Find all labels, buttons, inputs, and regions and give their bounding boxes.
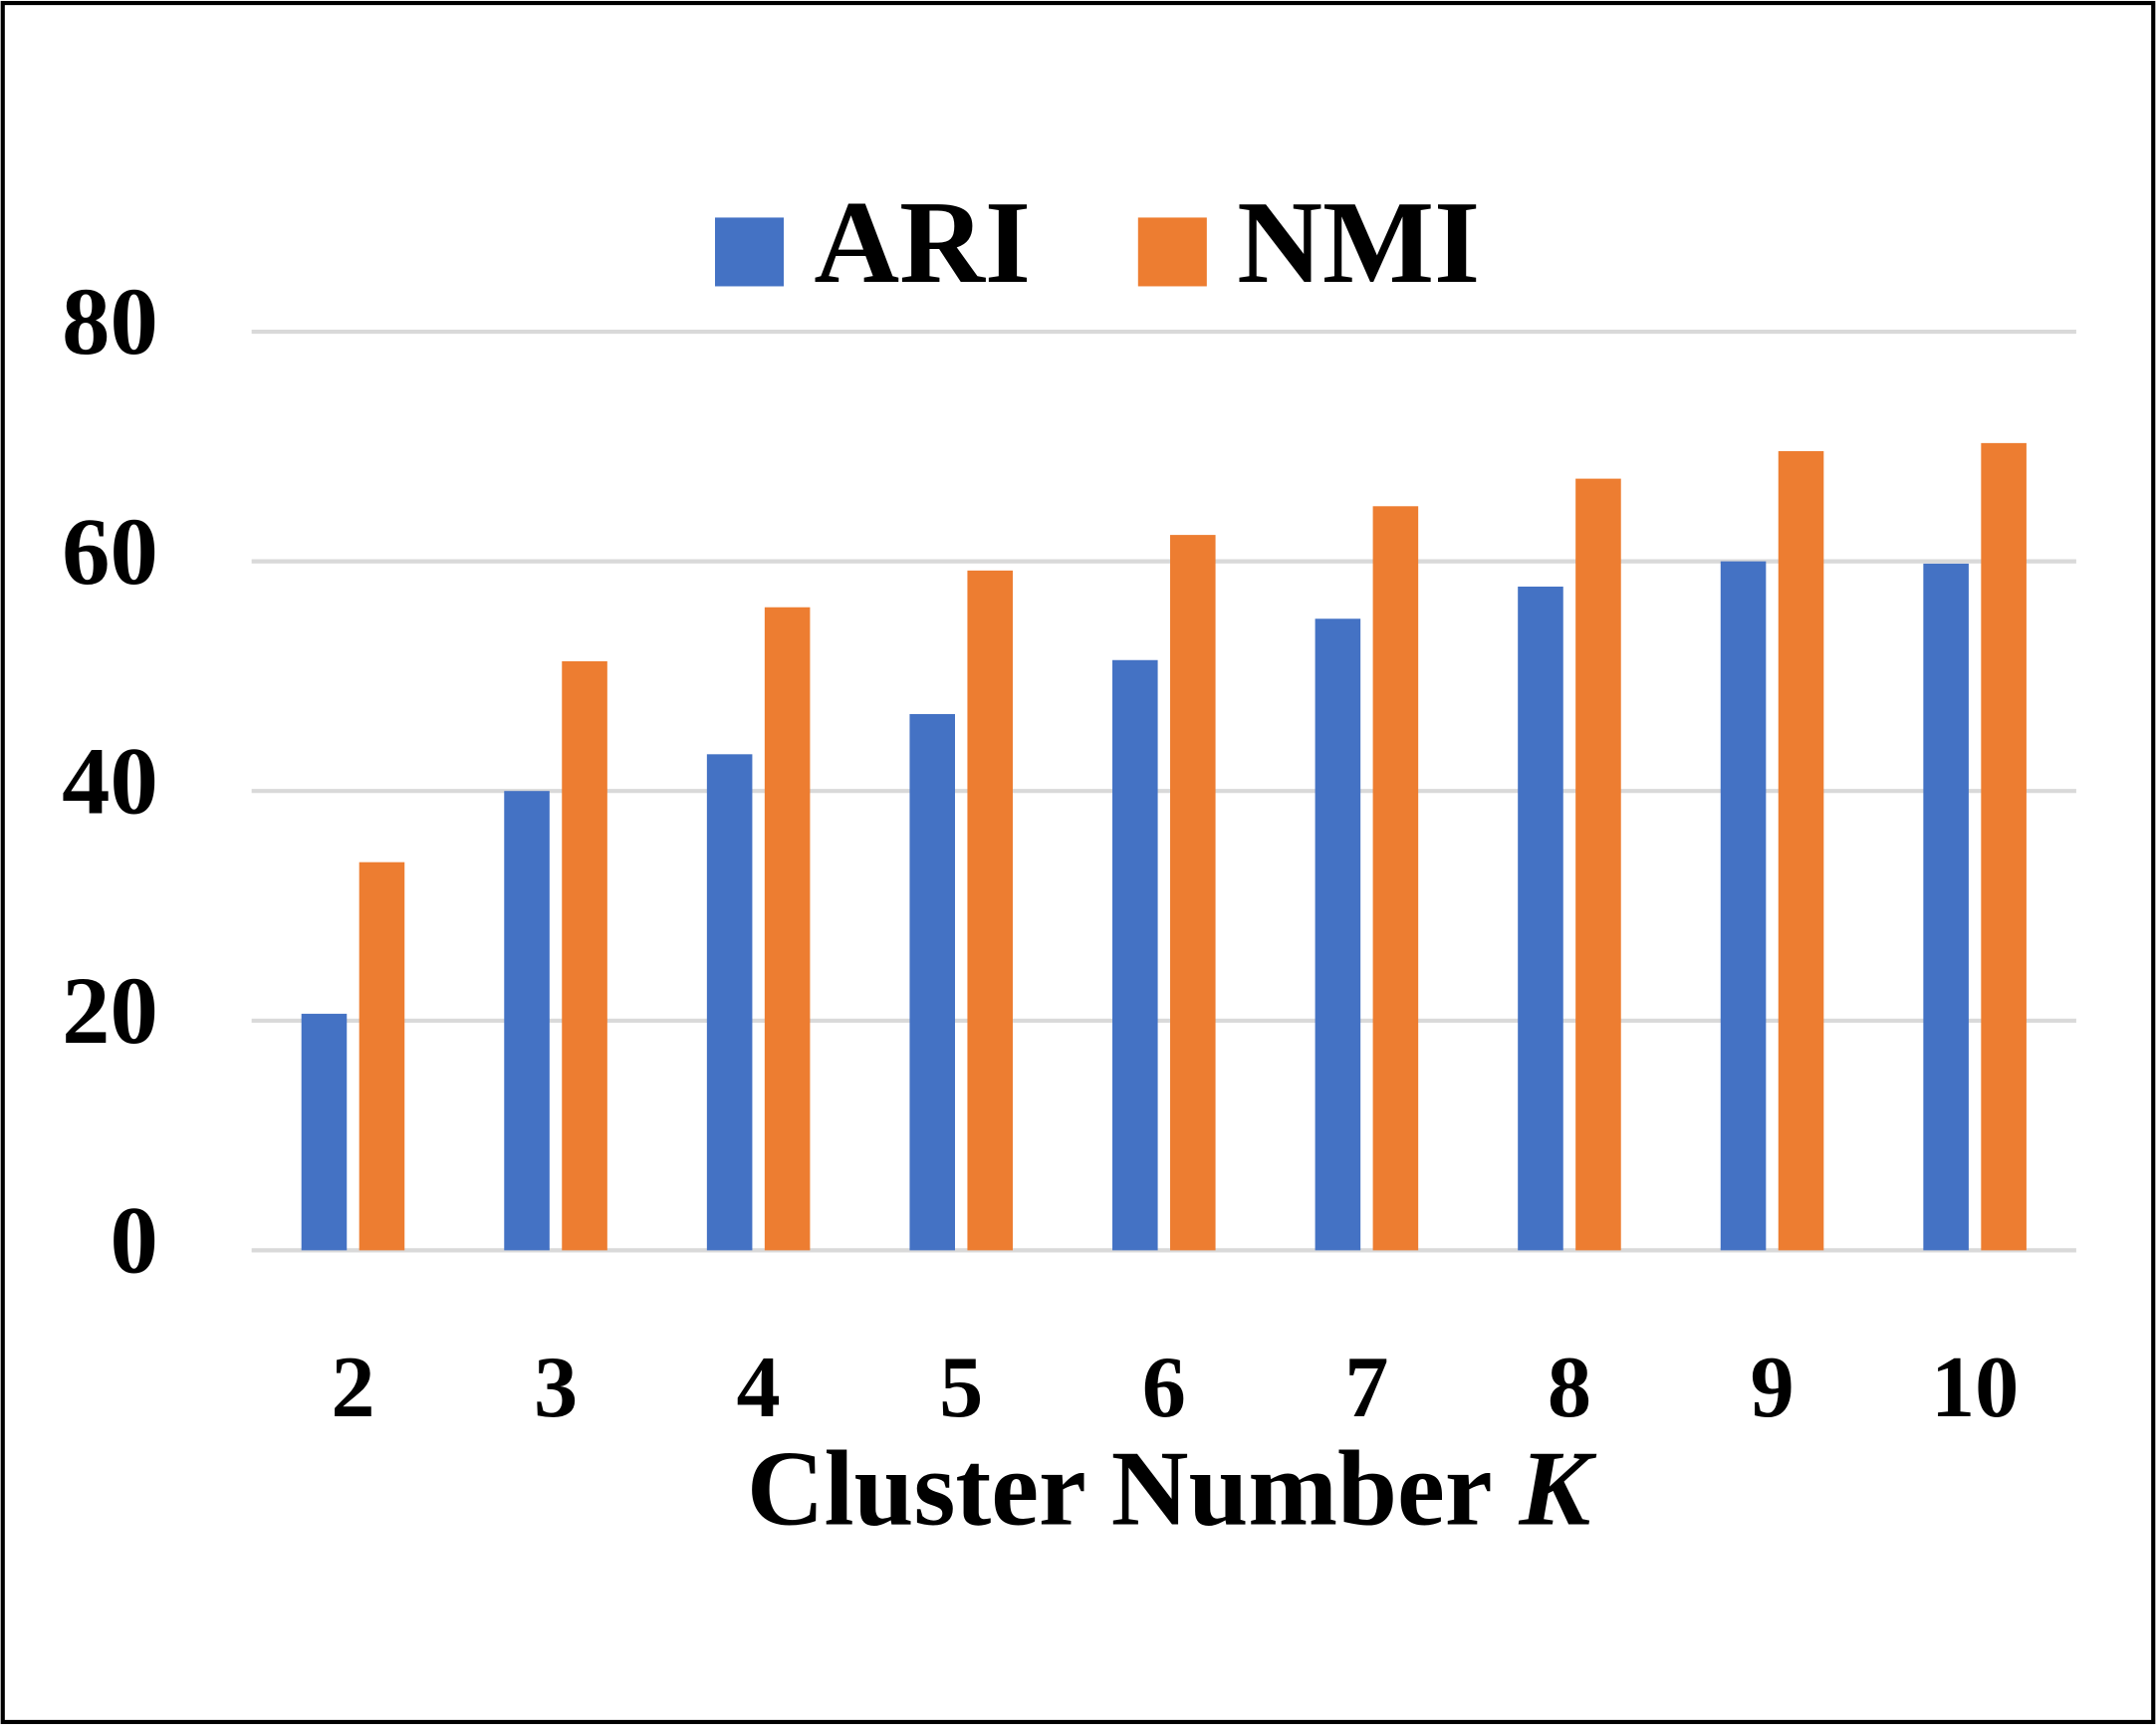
- bar: [967, 570, 1013, 1251]
- bar: [1575, 478, 1621, 1251]
- bar: [1372, 506, 1419, 1251]
- legend-label: NMI: [1237, 176, 1480, 308]
- bar: [504, 791, 550, 1251]
- x-axis-label-variable: K: [1519, 1429, 1597, 1548]
- x-tick-label: 5: [939, 1339, 983, 1436]
- y-tick-label: 0: [110, 1187, 157, 1294]
- bar: [301, 1013, 348, 1251]
- x-axis-label-text: Cluster Number: [747, 1429, 1493, 1548]
- x-tick-label: 9: [1750, 1339, 1794, 1436]
- y-tick-label: 20: [62, 957, 158, 1064]
- bar: [359, 862, 405, 1251]
- bar: [1778, 450, 1824, 1251]
- legend-swatch: [714, 217, 785, 287]
- y-tick-label: 40: [62, 727, 158, 834]
- bar: [1170, 535, 1216, 1251]
- legend-swatch: [1137, 217, 1207, 287]
- x-tick-label: 2: [331, 1339, 374, 1436]
- x-tick-label: 3: [534, 1339, 578, 1436]
- bar: [1112, 659, 1158, 1251]
- bar: [706, 754, 753, 1251]
- x-tick-label: 8: [1548, 1339, 1591, 1436]
- legend-label: ARI: [814, 176, 1031, 308]
- bar: [909, 713, 956, 1251]
- bar: [1981, 442, 2027, 1251]
- x-tick-label: 4: [737, 1339, 781, 1436]
- x-tick-label: 6: [1142, 1339, 1186, 1436]
- y-tick-label: 60: [62, 498, 158, 605]
- x-axis-label: Cluster Number K: [747, 1429, 1597, 1548]
- bar: [1518, 586, 1563, 1251]
- bar: [1720, 561, 1767, 1251]
- bar: [1923, 563, 1969, 1251]
- y-tick-label: 80: [62, 268, 158, 374]
- x-tick-label: 7: [1344, 1339, 1388, 1436]
- x-tick-label: 10: [1931, 1339, 2019, 1436]
- bar: [764, 607, 811, 1251]
- bar: [562, 660, 607, 1251]
- bar: [1315, 618, 1361, 1251]
